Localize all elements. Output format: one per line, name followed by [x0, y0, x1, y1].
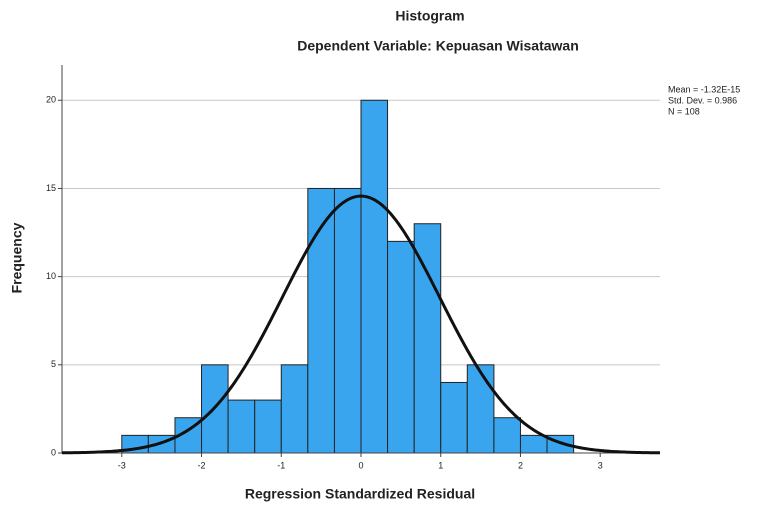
x-tick-label: -2 [198, 460, 206, 470]
x-axis-label: Regression Standardized Residual [245, 486, 475, 502]
chart-title: Histogram [395, 8, 464, 24]
bar [466, 364, 495, 454]
x-tick-label: 1 [438, 460, 443, 470]
y-tick-label: 15 [46, 183, 56, 193]
stat-label: Mean = -1.32E-15 [668, 84, 740, 94]
bar [519, 434, 548, 454]
y-tick-label: 5 [51, 359, 56, 369]
x-tick-label: -3 [118, 460, 126, 470]
stat-label: N = 108 [668, 106, 700, 116]
bar [440, 381, 468, 454]
stat-label: Std. Dev. = 0.986 [668, 95, 737, 105]
bar [413, 223, 442, 454]
x-tick-label: 3 [598, 460, 603, 470]
bar [280, 364, 309, 454]
bar [333, 187, 362, 454]
y-axis-label: Frequency [9, 222, 25, 293]
bar [254, 399, 282, 454]
bar [227, 399, 256, 454]
bar [307, 187, 335, 454]
normal-curve [61, 194, 661, 455]
chart-subtitle: Dependent Variable: Kepuasan Wisatawan [297, 38, 579, 54]
y-tick-label: 20 [46, 95, 56, 105]
x-tick-label: 0 [358, 460, 363, 470]
bar [493, 417, 521, 454]
x-tick-label: -1 [277, 460, 285, 470]
y-tick-label: 10 [46, 271, 56, 281]
x-tick-label: 2 [518, 460, 523, 470]
y-tick-label: 0 [51, 447, 56, 457]
bar [387, 240, 415, 454]
bar [360, 99, 389, 454]
